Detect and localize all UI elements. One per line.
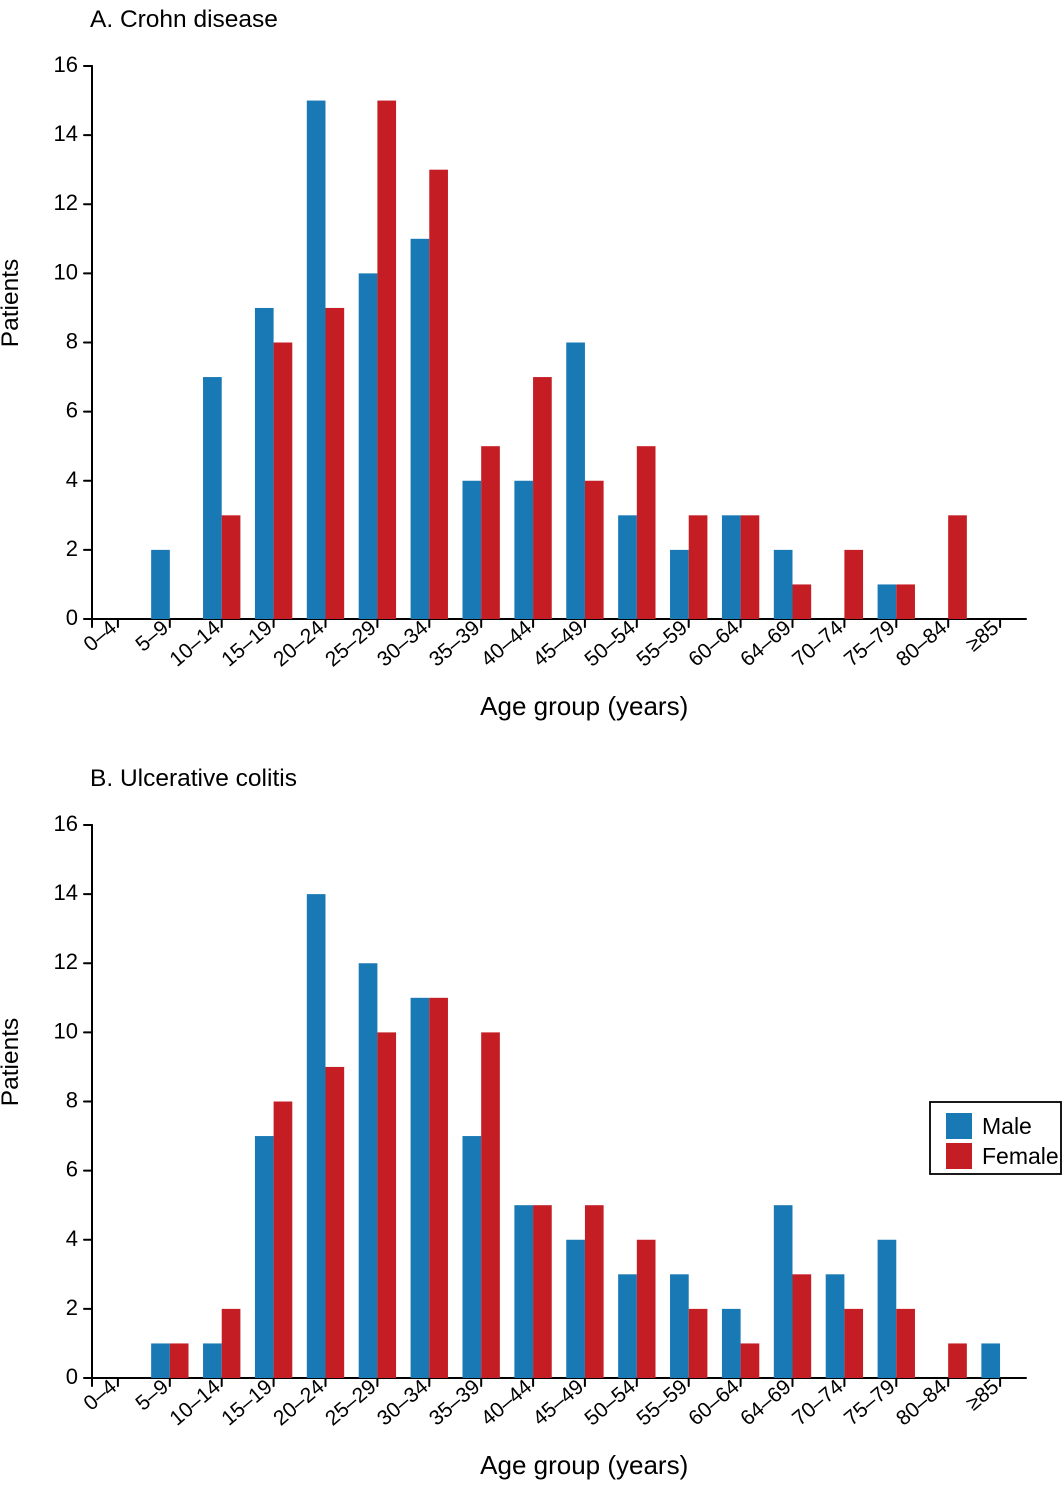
svg-text:0–4: 0–4 [79,1375,121,1415]
svg-text:16: 16 [54,811,78,836]
svg-text:B. Ulcerative colitis: B. Ulcerative colitis [90,765,297,792]
svg-text:70–74: 70–74 [788,616,848,671]
svg-text:6: 6 [66,1157,78,1182]
svg-text:15–19: 15–19 [217,1375,277,1430]
svg-text:80–84: 80–84 [892,616,952,671]
svg-text:30–34: 30–34 [373,616,433,671]
svg-text:55–59: 55–59 [632,1375,692,1430]
svg-text:64–69: 64–69 [736,1375,796,1430]
svg-text:10–14: 10–14 [165,1375,225,1430]
svg-text:40–44: 40–44 [477,616,537,671]
svg-text:50–54: 50–54 [580,1375,640,1430]
svg-text:Age group (years): Age group (years) [480,691,688,721]
svg-text:16: 16 [54,52,78,77]
svg-text:Female: Female [982,1143,1059,1169]
svg-text:5–9: 5–9 [131,616,173,656]
svg-text:10: 10 [54,259,78,284]
svg-text:≥85: ≥85 [962,616,1004,656]
svg-text:5–9: 5–9 [131,1375,173,1415]
svg-text:50–54: 50–54 [580,616,640,671]
svg-text:35–39: 35–39 [425,1375,485,1430]
svg-text:10: 10 [54,1018,78,1043]
svg-text:4: 4 [66,467,78,492]
svg-text:14: 14 [54,880,78,905]
svg-text:30–34: 30–34 [373,1375,433,1430]
svg-text:2: 2 [66,1295,78,1320]
svg-text:80–84: 80–84 [892,1375,952,1430]
svg-text:64–69: 64–69 [736,616,796,671]
svg-text:60–64: 60–64 [684,616,744,671]
svg-text:4: 4 [66,1226,78,1251]
svg-text:12: 12 [54,190,78,215]
svg-text:Patients: Patients [0,1018,24,1107]
svg-text:45–49: 45–49 [529,1375,589,1430]
svg-text:10–14: 10–14 [165,616,225,671]
svg-text:0–4: 0–4 [79,616,121,656]
svg-text:15–19: 15–19 [217,616,277,671]
svg-text:8: 8 [66,329,78,354]
svg-text:≥85: ≥85 [962,1375,1004,1415]
svg-text:14: 14 [54,121,78,146]
svg-text:55–59: 55–59 [632,616,692,671]
svg-text:0: 0 [66,1364,78,1389]
svg-text:60–64: 60–64 [684,1375,744,1430]
svg-text:75–79: 75–79 [840,1375,900,1430]
svg-text:70–74: 70–74 [788,1375,848,1430]
svg-text:45–49: 45–49 [529,616,589,671]
svg-text:Male: Male [982,1113,1032,1139]
svg-text:Patients: Patients [0,259,24,348]
svg-text:75–79: 75–79 [840,616,900,671]
svg-text:25–29: 25–29 [321,1375,381,1430]
svg-text:40–44: 40–44 [477,1375,537,1430]
svg-text:6: 6 [66,398,78,423]
svg-text:20–24: 20–24 [269,1375,329,1430]
svg-text:35–39: 35–39 [425,616,485,671]
svg-text:Age group (years): Age group (years) [480,1450,688,1480]
svg-text:A. Crohn disease: A. Crohn disease [90,6,278,33]
svg-text:0: 0 [66,605,78,630]
svg-text:25–29: 25–29 [321,616,381,671]
svg-text:2: 2 [66,536,78,561]
svg-text:12: 12 [54,949,78,974]
svg-text:20–24: 20–24 [269,616,329,671]
svg-text:8: 8 [66,1088,78,1113]
